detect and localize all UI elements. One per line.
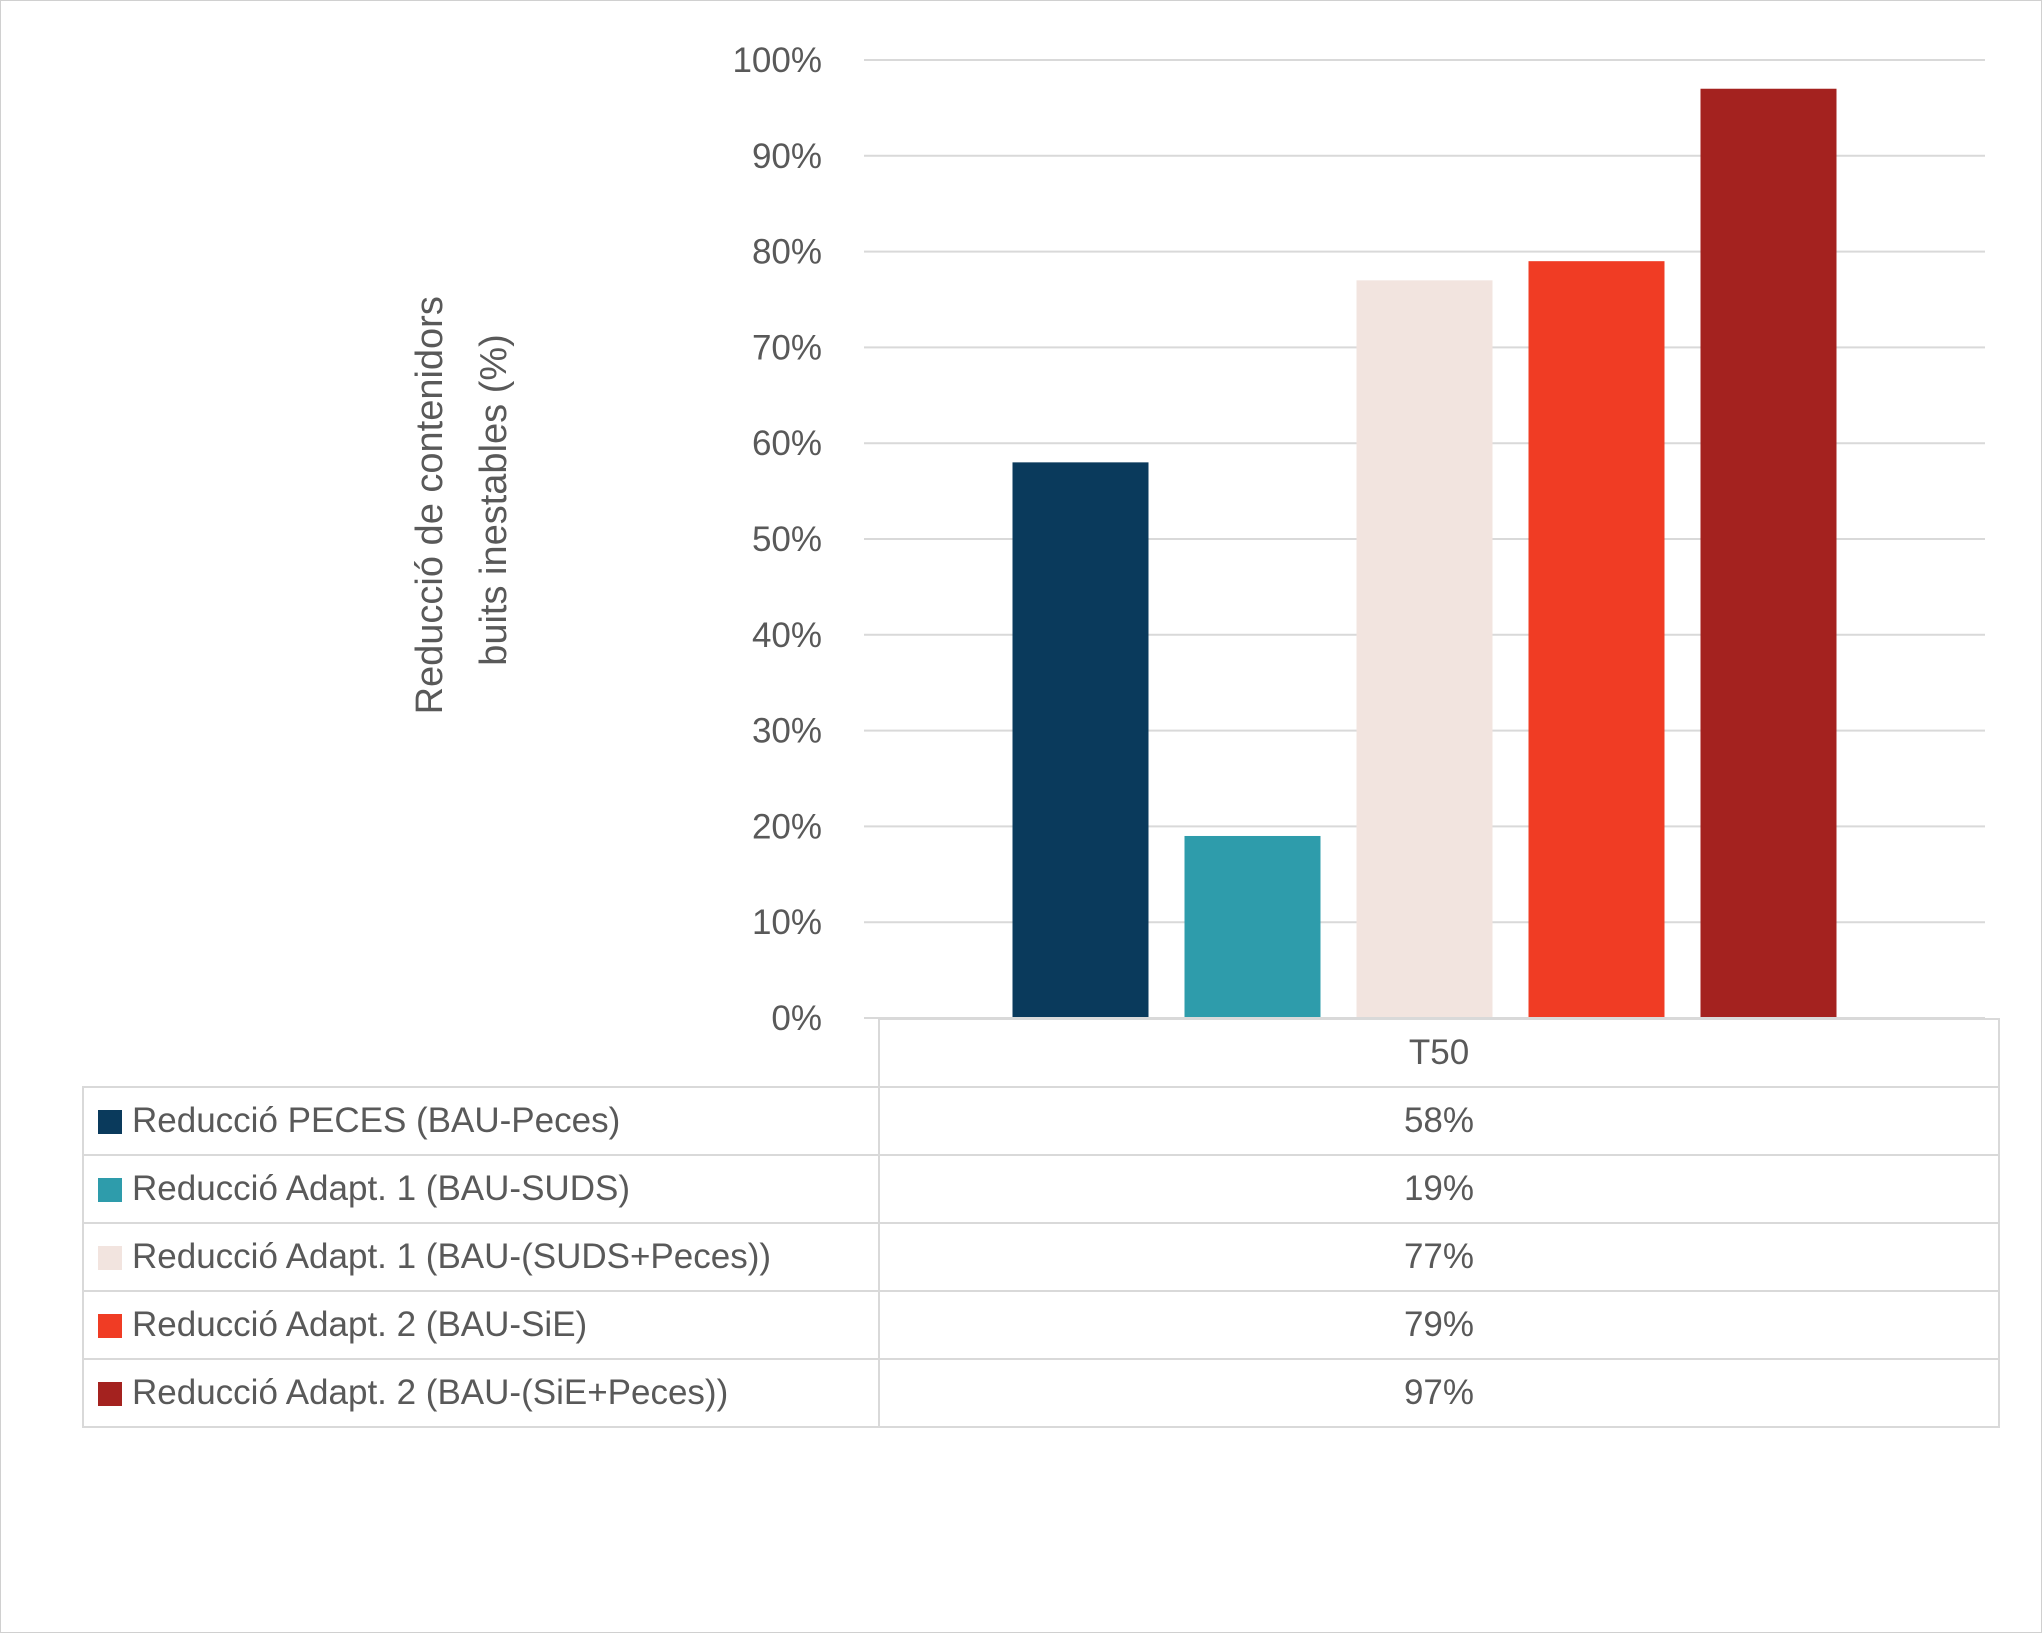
data-table-row: Reducció PECES (BAU-Peces) 58% (82, 1086, 2000, 1156)
y-tick-label: 100% (732, 41, 822, 80)
legend-label: Reducció Adapt. 1 (BAU-SUDS) (132, 1169, 630, 1208)
legend-label: Reducció Adapt. 1 (BAU-(SUDS+Peces)) (132, 1237, 772, 1276)
y-axis-title: Reducció de contenidors buits inestables… (409, 286, 515, 715)
y-tick-label: 30% (752, 712, 822, 751)
data-table-row: Reducció Adapt. 2 (BAU-SiE) 79% (82, 1290, 2000, 1360)
bar (1012, 462, 1149, 1018)
data-value: 58% (878, 1086, 2000, 1156)
data-table-row: Reducció Adapt. 1 (BAU-SUDS) 19% (82, 1154, 2000, 1224)
legend-swatch (98, 1246, 122, 1270)
y-tick-label: 80% (752, 233, 822, 272)
bars (1012, 88, 1837, 1019)
legend-cell: Reducció Adapt. 2 (BAU-(SiE+Peces)) (82, 1358, 880, 1428)
bar (1700, 88, 1837, 1019)
y-tick-label: 70% (752, 328, 822, 367)
data-table-header-row: T50 (83, 1018, 2000, 1088)
y-axis-title-line-2: buits inestables (%) (473, 334, 515, 666)
bar (1184, 835, 1321, 1018)
data-value: 97% (878, 1358, 2000, 1428)
y-tick-label: 20% (752, 807, 822, 846)
data-value: 19% (878, 1154, 2000, 1224)
legend-label: Reducció PECES (BAU-Peces) (132, 1101, 621, 1140)
bar (1356, 280, 1493, 1019)
y-tick-label: 10% (752, 903, 822, 942)
data-table: T50 Reducció PECES (BAU-Peces) 58% Reduc… (82, 1018, 2000, 1428)
y-tick-label: 90% (752, 137, 822, 176)
data-table-row: Reducció Adapt. 1 (BAU-(SUDS+Peces)) 77% (82, 1222, 2000, 1292)
legend-swatch (98, 1178, 122, 1202)
data-value: 79% (878, 1290, 2000, 1360)
legend-cell: Reducció Adapt. 2 (BAU-SiE) (82, 1290, 880, 1360)
legend-cell: Reducció Adapt. 1 (BAU-SUDS) (82, 1154, 880, 1224)
legend-cell: Reducció Adapt. 1 (BAU-(SUDS+Peces)) (82, 1222, 880, 1292)
y-axis-ticks: 0%10%20%30%40%50%60%70%80%90%100% (732, 41, 822, 1038)
data-value: 77% (878, 1222, 2000, 1292)
data-table-row: Reducció Adapt. 2 (BAU-(SiE+Peces)) 97% (82, 1358, 2000, 1428)
legend-label: Reducció Adapt. 2 (BAU-(SiE+Peces)) (132, 1373, 729, 1412)
legend-swatch (98, 1110, 122, 1134)
y-tick-label: 60% (752, 424, 822, 463)
legend-swatch (98, 1314, 122, 1338)
legend-label: Reducció Adapt. 2 (BAU-SiE) (132, 1305, 588, 1344)
y-tick-label: 40% (752, 616, 822, 655)
y-tick-label: 50% (752, 520, 822, 559)
category-label: T50 (878, 1018, 2000, 1088)
legend-swatch (98, 1382, 122, 1406)
y-axis-title-line-1: Reducció de contenidors (409, 296, 451, 714)
legend-cell: Reducció PECES (BAU-Peces) (82, 1086, 880, 1156)
data-table-corner (83, 1019, 880, 1088)
bar (1528, 261, 1665, 1018)
